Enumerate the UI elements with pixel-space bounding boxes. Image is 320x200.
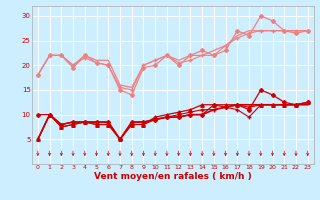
X-axis label: Vent moyen/en rafales ( km/h ): Vent moyen/en rafales ( km/h ) (94, 172, 252, 181)
